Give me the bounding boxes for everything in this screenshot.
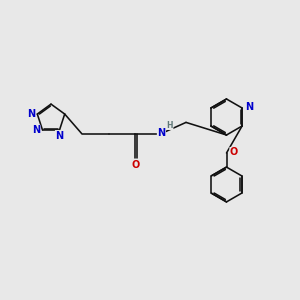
Text: H: H <box>167 121 173 130</box>
Text: O: O <box>230 147 238 158</box>
Text: N: N <box>27 109 35 119</box>
Text: N: N <box>32 125 40 135</box>
Text: O: O <box>131 160 140 170</box>
Text: N: N <box>157 128 166 139</box>
Text: N: N <box>244 102 253 112</box>
Text: N: N <box>56 130 64 140</box>
